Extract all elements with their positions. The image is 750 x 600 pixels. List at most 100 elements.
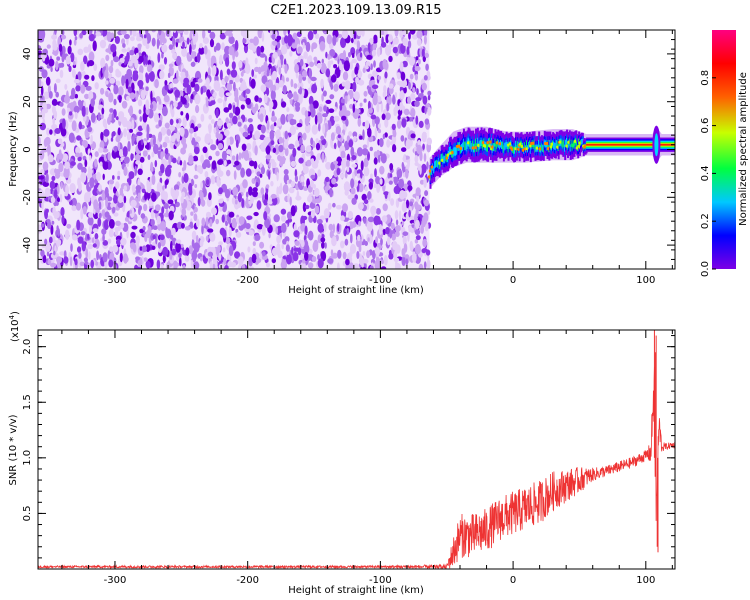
noise-cell bbox=[353, 135, 357, 142]
noise-cell bbox=[416, 88, 419, 95]
noise-cell bbox=[130, 199, 137, 208]
noise-cell bbox=[312, 100, 319, 109]
noise-cell bbox=[382, 203, 388, 212]
noise-cell bbox=[235, 217, 239, 223]
noise-cell bbox=[265, 154, 272, 160]
noise-cell bbox=[351, 155, 357, 161]
noise-cell bbox=[314, 114, 318, 125]
noise-cell bbox=[270, 180, 274, 187]
noise-cell bbox=[38, 66, 44, 72]
noise-cell bbox=[240, 104, 245, 110]
noise-cell bbox=[80, 61, 85, 72]
noise-cell bbox=[40, 85, 44, 96]
noise-cell bbox=[302, 132, 307, 141]
noise-cell bbox=[385, 44, 392, 56]
noise-cell bbox=[245, 88, 251, 95]
noise-cell bbox=[85, 248, 88, 260]
noise-cell bbox=[418, 120, 424, 128]
noise-cell bbox=[60, 207, 65, 217]
colorbar-tick-label: 0.6 bbox=[700, 118, 711, 134]
noise-cell bbox=[44, 209, 48, 220]
noise-cell bbox=[173, 262, 180, 267]
noise-cell bbox=[305, 204, 310, 210]
noise-cell bbox=[340, 37, 347, 49]
noise-cell bbox=[421, 131, 427, 143]
noise-cell bbox=[364, 186, 368, 192]
noise-cell bbox=[382, 91, 387, 98]
spectrogram-x-tick-label: -200 bbox=[236, 275, 259, 286]
noise-cell bbox=[218, 241, 224, 246]
noise-cell bbox=[68, 111, 73, 116]
noise-cell bbox=[98, 147, 104, 153]
noise-cell bbox=[320, 78, 324, 89]
noise-cell bbox=[63, 256, 69, 264]
snr-y-tick-label: 1.5 bbox=[22, 394, 33, 410]
noise-cell bbox=[160, 263, 164, 269]
noise-cell bbox=[344, 80, 351, 90]
noise-cell bbox=[236, 202, 241, 209]
noise-cell bbox=[423, 261, 427, 269]
noise-cell bbox=[260, 143, 264, 151]
carrier-band bbox=[586, 143, 675, 146]
noise-cell bbox=[73, 30, 78, 37]
noise-cell bbox=[77, 177, 81, 187]
noise-cell bbox=[260, 124, 266, 134]
noise-cell bbox=[64, 95, 70, 104]
noise-cell bbox=[142, 226, 146, 231]
noise-cell bbox=[51, 220, 55, 225]
noise-cell bbox=[278, 136, 283, 144]
noise-cell bbox=[173, 101, 178, 108]
noise-cell bbox=[99, 39, 107, 49]
signal-peak bbox=[565, 144, 569, 148]
noise-cell bbox=[243, 154, 248, 160]
noise-cell bbox=[400, 135, 405, 142]
noise-cell bbox=[390, 198, 395, 206]
noise-cell bbox=[381, 113, 386, 121]
noise-cell bbox=[158, 64, 165, 71]
noise-cell bbox=[297, 81, 304, 90]
noise-cell bbox=[193, 174, 199, 180]
noise-cell bbox=[128, 61, 133, 67]
noise-cell bbox=[55, 91, 59, 98]
noise-cell bbox=[376, 183, 380, 193]
noise-cell bbox=[352, 263, 360, 269]
noise-cell bbox=[421, 48, 425, 58]
noise-cell bbox=[46, 244, 52, 250]
noise-cell bbox=[311, 83, 318, 94]
noise-cell bbox=[98, 212, 102, 219]
noise-cell bbox=[77, 246, 82, 253]
noise-cell bbox=[361, 193, 367, 201]
signal-peak bbox=[556, 145, 560, 149]
noise-cell bbox=[412, 87, 416, 93]
noise-cell bbox=[65, 55, 72, 65]
noise-cell bbox=[226, 122, 232, 129]
noise-cell bbox=[75, 85, 81, 92]
noise-cell bbox=[293, 83, 298, 89]
noise-cell bbox=[228, 46, 235, 56]
noise-cell bbox=[225, 92, 232, 97]
noise-cell bbox=[96, 171, 101, 182]
noise-cell bbox=[164, 203, 169, 210]
noise-cell bbox=[237, 121, 242, 127]
noise-cell bbox=[193, 261, 200, 269]
snr-x-tick-label: 100 bbox=[636, 575, 655, 586]
noise-cell bbox=[80, 231, 86, 236]
noise-cell bbox=[86, 193, 91, 203]
noise-cell bbox=[259, 173, 263, 178]
noise-cell bbox=[228, 112, 234, 119]
noise-cell bbox=[270, 124, 275, 131]
noise-cell bbox=[173, 184, 180, 191]
noise-cell bbox=[135, 92, 139, 101]
noise-cell bbox=[88, 155, 92, 161]
noise-cell bbox=[151, 37, 156, 47]
noise-cell bbox=[218, 133, 223, 141]
noise-cell bbox=[233, 170, 237, 180]
signal-peak bbox=[520, 144, 524, 149]
noise-cell bbox=[392, 46, 398, 54]
noise-cell bbox=[77, 162, 83, 170]
noise-cell bbox=[362, 67, 366, 74]
noise-cell bbox=[228, 227, 232, 237]
noise-cell bbox=[317, 234, 322, 244]
noise-cell bbox=[107, 238, 112, 244]
noise-cell bbox=[166, 128, 172, 136]
